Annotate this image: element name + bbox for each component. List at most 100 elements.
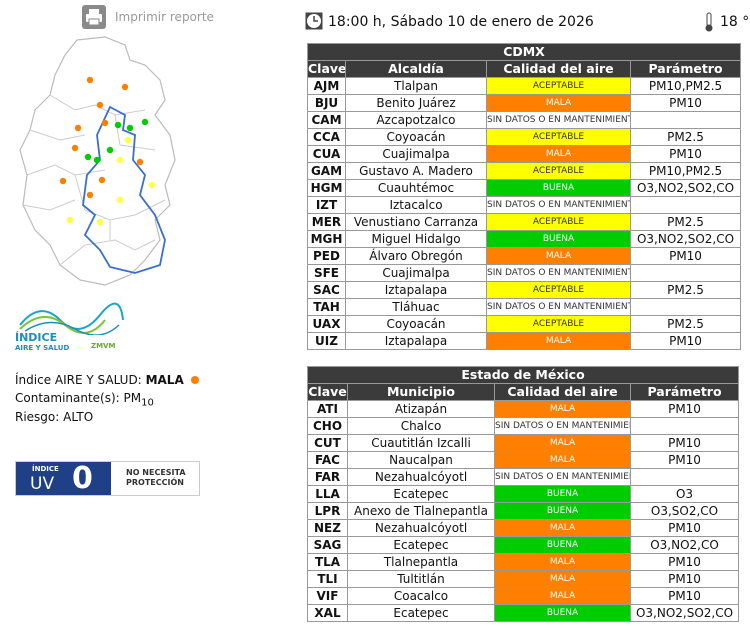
clock-icon bbox=[305, 12, 323, 30]
parameter: PM10 bbox=[629, 553, 740, 571]
station-name: Tlalnepantla bbox=[347, 553, 495, 571]
air-quality: BUENA bbox=[494, 502, 631, 520]
table-title: Estado de México bbox=[306, 366, 740, 384]
station-name: Tláhuac bbox=[345, 298, 487, 316]
station-code: IZT bbox=[307, 196, 346, 214]
air-quality: MALA bbox=[486, 247, 631, 265]
air-quality: SIN DATOS O EN MANTENIMIENTO bbox=[486, 298, 631, 316]
station-name: Cuajimalpa bbox=[345, 264, 487, 282]
station-name: Naucalpan bbox=[347, 451, 495, 469]
station-code: HGM bbox=[307, 179, 346, 197]
print-icon bbox=[82, 5, 106, 29]
logo: ÍNDICE AIRE Y SALUD ZMVM bbox=[15, 295, 125, 355]
print-label: Imprimir reporte bbox=[115, 10, 214, 24]
station-code: XAL bbox=[307, 604, 348, 622]
air-quality: SIN DATOS O EN MANTENIMIENTO bbox=[486, 264, 631, 282]
station-row: TLA Tlalnepantla MALA PM10 bbox=[307, 553, 740, 571]
risk-label: Riesgo: bbox=[15, 410, 60, 424]
air-quality: BUENA bbox=[494, 485, 631, 503]
parameter: O3 bbox=[629, 485, 740, 503]
parameter: PM2.5 bbox=[629, 128, 742, 146]
station-code: LLA bbox=[307, 485, 348, 503]
station-name: Ecatepec bbox=[347, 604, 495, 622]
column-header: Calidad del aire bbox=[494, 383, 631, 401]
station-code: TAH bbox=[307, 298, 346, 316]
station-code: PED bbox=[307, 247, 346, 265]
temperature: 18 °C bbox=[720, 14, 750, 30]
column-header: Calidad del aire bbox=[486, 60, 631, 78]
parameter: PM2.5 bbox=[629, 281, 742, 299]
print-button[interactable]: Imprimir reporte bbox=[82, 5, 214, 31]
risk-line: Riesgo: ALTO bbox=[15, 410, 93, 424]
station-row: LPR Anexo de Tlalnepantla BUENA O3,SO2,CO bbox=[307, 502, 740, 520]
station-name: Azcapotzalco bbox=[345, 111, 487, 129]
parameter bbox=[629, 298, 742, 316]
station-name: Cuautitlán Izcalli bbox=[347, 434, 495, 452]
station-row: SAG Ecatepec BUENA O3,NO2,CO bbox=[307, 536, 740, 554]
station-name: Iztacalco bbox=[345, 196, 487, 214]
pollutant-line: Contaminante(s): PM10 bbox=[15, 391, 154, 408]
station-code: SFE bbox=[307, 264, 346, 282]
parameter: PM10,PM2.5 bbox=[629, 162, 742, 180]
air-quality: MALA bbox=[494, 434, 631, 452]
station-code: LPR bbox=[307, 502, 348, 520]
station-name: Atizapán bbox=[347, 400, 495, 418]
air-quality: ACEPTABLE bbox=[486, 128, 631, 146]
station-code: UIZ bbox=[307, 332, 346, 350]
air-quality: BUENA bbox=[486, 179, 631, 197]
station-row: IZT Iztacalco SIN DATOS O EN MANTENIMIENTO bbox=[307, 196, 742, 214]
station-row: CCA Coyoacán ACEPTABLE PM2.5 bbox=[307, 128, 742, 146]
uv-label: UV bbox=[30, 474, 55, 494]
logo-waves bbox=[19, 302, 124, 335]
station-name: Nezahualcóyotl bbox=[347, 468, 495, 486]
station-name: Ecatepec bbox=[347, 485, 495, 503]
station-name: Miguel Hidalgo bbox=[345, 230, 487, 248]
station-row: GAM Gustavo A. Madero ACEPTABLE PM10,PM2.5 bbox=[307, 162, 742, 180]
station-code: UAX bbox=[307, 315, 346, 333]
uv-message: NO NECESITA PROTECCIÓN bbox=[126, 468, 186, 487]
air-quality: MALA bbox=[494, 570, 631, 588]
logo-subtitle: AIRE Y SALUD bbox=[15, 344, 70, 352]
column-header: Parámetro bbox=[629, 383, 740, 401]
air-quality: BUENA bbox=[494, 604, 631, 622]
station-row: CUA Cuajimalpa MALA PM10 bbox=[307, 145, 742, 163]
pollutant: PM bbox=[123, 391, 142, 405]
parameter: PM10 bbox=[629, 332, 742, 350]
station-row: MER Venustiano Carranza ACEPTABLE PM2.5 bbox=[307, 213, 742, 231]
air-quality: MALA bbox=[486, 94, 631, 112]
parameter: PM10 bbox=[629, 400, 740, 418]
station-name: Benito Juárez bbox=[345, 94, 487, 112]
station-code: CHO bbox=[307, 417, 348, 435]
header-row: Clave Alcaldía Calidad del aire Parámetro bbox=[307, 60, 742, 78]
index-line: Índice AIRE Y SALUD: MALA bbox=[15, 373, 199, 387]
index-dot bbox=[190, 376, 199, 384]
station-code: GAM bbox=[307, 162, 346, 180]
station-name: Anexo de Tlalnepantla bbox=[347, 502, 495, 520]
parameter: O3,SO2,CO bbox=[629, 502, 740, 520]
station-row: TLI Tultitlán MALA PM10 bbox=[307, 570, 740, 588]
parameter: PM10 bbox=[629, 519, 740, 537]
station-name: Cuauhtémoc bbox=[345, 179, 487, 197]
station-row: CUT Cuautitlán Izcalli MALA PM10 bbox=[307, 434, 740, 452]
station-name: Tultitlán bbox=[347, 570, 495, 588]
air-quality: ACEPTABLE bbox=[486, 315, 631, 333]
station-row: BJU Benito Juárez MALA PM10 bbox=[307, 94, 742, 112]
table-title: CDMX bbox=[306, 43, 742, 61]
parameter bbox=[629, 111, 742, 129]
column-header: Clave bbox=[307, 60, 346, 78]
air-quality: SIN DATOS O EN MANTENIMIENTO bbox=[486, 196, 631, 214]
air-quality: ACEPTABLE bbox=[486, 281, 631, 299]
air-quality: BUENA bbox=[486, 230, 631, 248]
station-row: SAC Iztapalapa ACEPTABLE PM2.5 bbox=[307, 281, 742, 299]
title-row: CDMX bbox=[306, 43, 742, 61]
column-header: Municipio bbox=[347, 383, 495, 401]
air-quality: ACEPTABLE bbox=[486, 162, 631, 180]
column-header: Parámetro bbox=[629, 60, 742, 78]
station-code: MGH bbox=[307, 230, 346, 248]
index-value: MALA bbox=[145, 373, 184, 387]
station-row: HGM Cuauhtémoc BUENA O3,NO2,SO2,CO bbox=[307, 179, 742, 197]
station-name: Iztapalapa bbox=[345, 332, 487, 350]
logo-title: ÍNDICE bbox=[15, 331, 58, 344]
parameter: PM10 bbox=[629, 247, 742, 265]
station-name: Coyoacán bbox=[345, 315, 487, 333]
